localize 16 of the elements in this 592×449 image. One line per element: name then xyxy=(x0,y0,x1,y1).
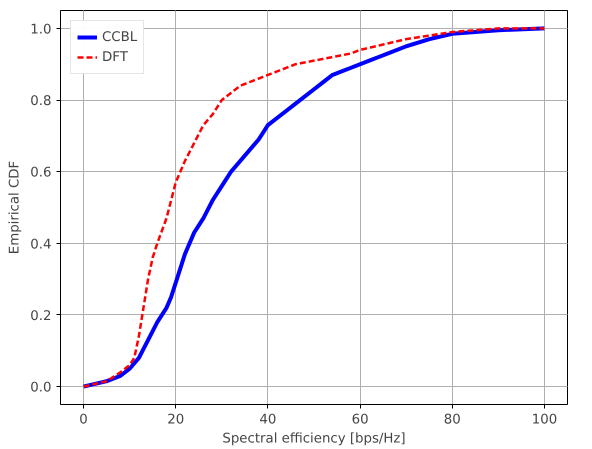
x-tick-label: 20 xyxy=(167,412,184,428)
x-tick-label: 100 xyxy=(532,412,558,428)
legend-label: DFT xyxy=(102,50,128,64)
y-axis-title: Empirical CDF xyxy=(7,160,22,254)
y-tick-label: 1.0 xyxy=(30,22,52,38)
x-tick-label: 0 xyxy=(79,412,88,428)
x-axis-title: Spectral efficiency [bps/Hz] xyxy=(222,432,406,446)
y-tick-label: 0.0 xyxy=(30,380,52,396)
y-tick-label: 0.2 xyxy=(30,308,52,324)
y-tick-label: 0.8 xyxy=(30,94,52,110)
y-tick-label: 0.6 xyxy=(30,166,52,181)
legend-label: CCBL xyxy=(102,30,138,44)
x-tick-label: 40 xyxy=(259,412,276,428)
x-tick-label: 60 xyxy=(352,412,369,428)
y-tick-label: 0.4 xyxy=(30,237,52,252)
x-tick-label: 80 xyxy=(444,412,461,428)
